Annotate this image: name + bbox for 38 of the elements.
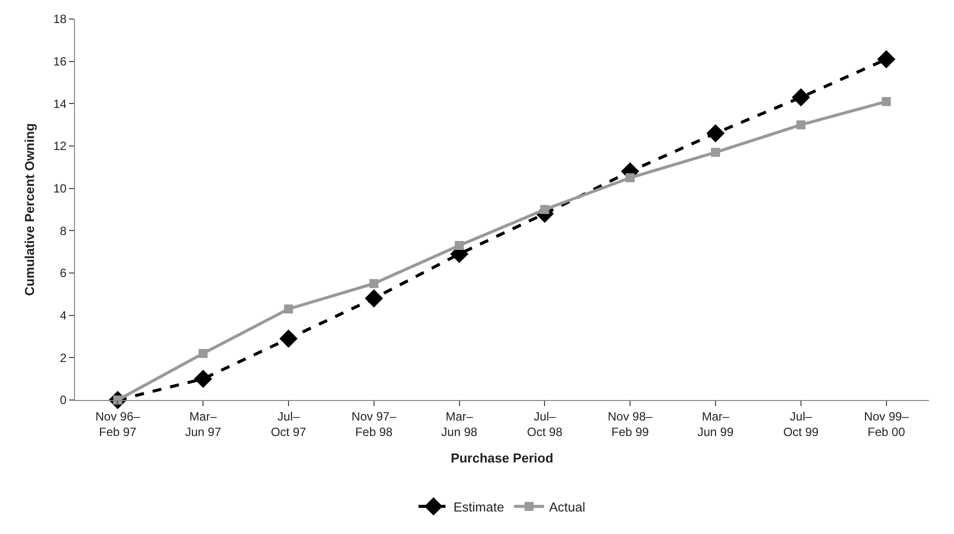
x-tick-label: Mar– Jun 98	[441, 409, 478, 439]
y-axis-title: Cumulative Percent Owning	[22, 123, 38, 296]
point	[454, 240, 464, 250]
point	[626, 173, 635, 182]
x-tick-label: Mar– Jun 97	[185, 409, 222, 439]
point	[792, 88, 810, 106]
point	[796, 120, 806, 130]
x-tick-label: Nov 98– Feb 99	[608, 409, 653, 439]
x-tick-label: Jul– Oct 98	[527, 409, 563, 439]
point	[711, 148, 720, 157]
y-tick-label: 4	[60, 308, 67, 323]
y-tick-label: 8	[60, 224, 67, 238]
point	[877, 50, 896, 68]
point	[198, 348, 208, 358]
y-tick-label: 12	[53, 139, 67, 154]
x-tick-label: Mar– Jun 99	[697, 409, 734, 439]
y-tick-label: 18	[53, 12, 67, 26]
point	[279, 330, 298, 348]
x-tick-label: Nov 96– Feb 97	[95, 409, 140, 439]
y-tick-label: 10	[53, 182, 67, 196]
point	[284, 304, 293, 314]
x-tick-label: Jul– Oct 99	[783, 409, 819, 439]
point	[882, 97, 891, 106]
x-axis-title: Purchase Period	[450, 450, 554, 466]
y-tick-label: 14	[53, 96, 67, 111]
y-tick-label: 6	[60, 266, 67, 280]
x-tick-label: Nov 97– Feb 98	[352, 409, 397, 439]
y-tick-label: 0	[60, 393, 67, 408]
point	[364, 289, 383, 308]
legend-label: Actual	[549, 499, 586, 514]
point	[706, 124, 725, 142]
legend-label: Estimate	[454, 499, 504, 514]
y-tick-label: 16	[53, 54, 67, 69]
y-tick-label: 2	[60, 350, 67, 365]
point	[194, 370, 212, 388]
x-tick-label: Jul– Oct 97	[270, 409, 306, 439]
point	[369, 279, 378, 288]
x-tick-label: Nov 99– Feb 00	[864, 409, 909, 439]
